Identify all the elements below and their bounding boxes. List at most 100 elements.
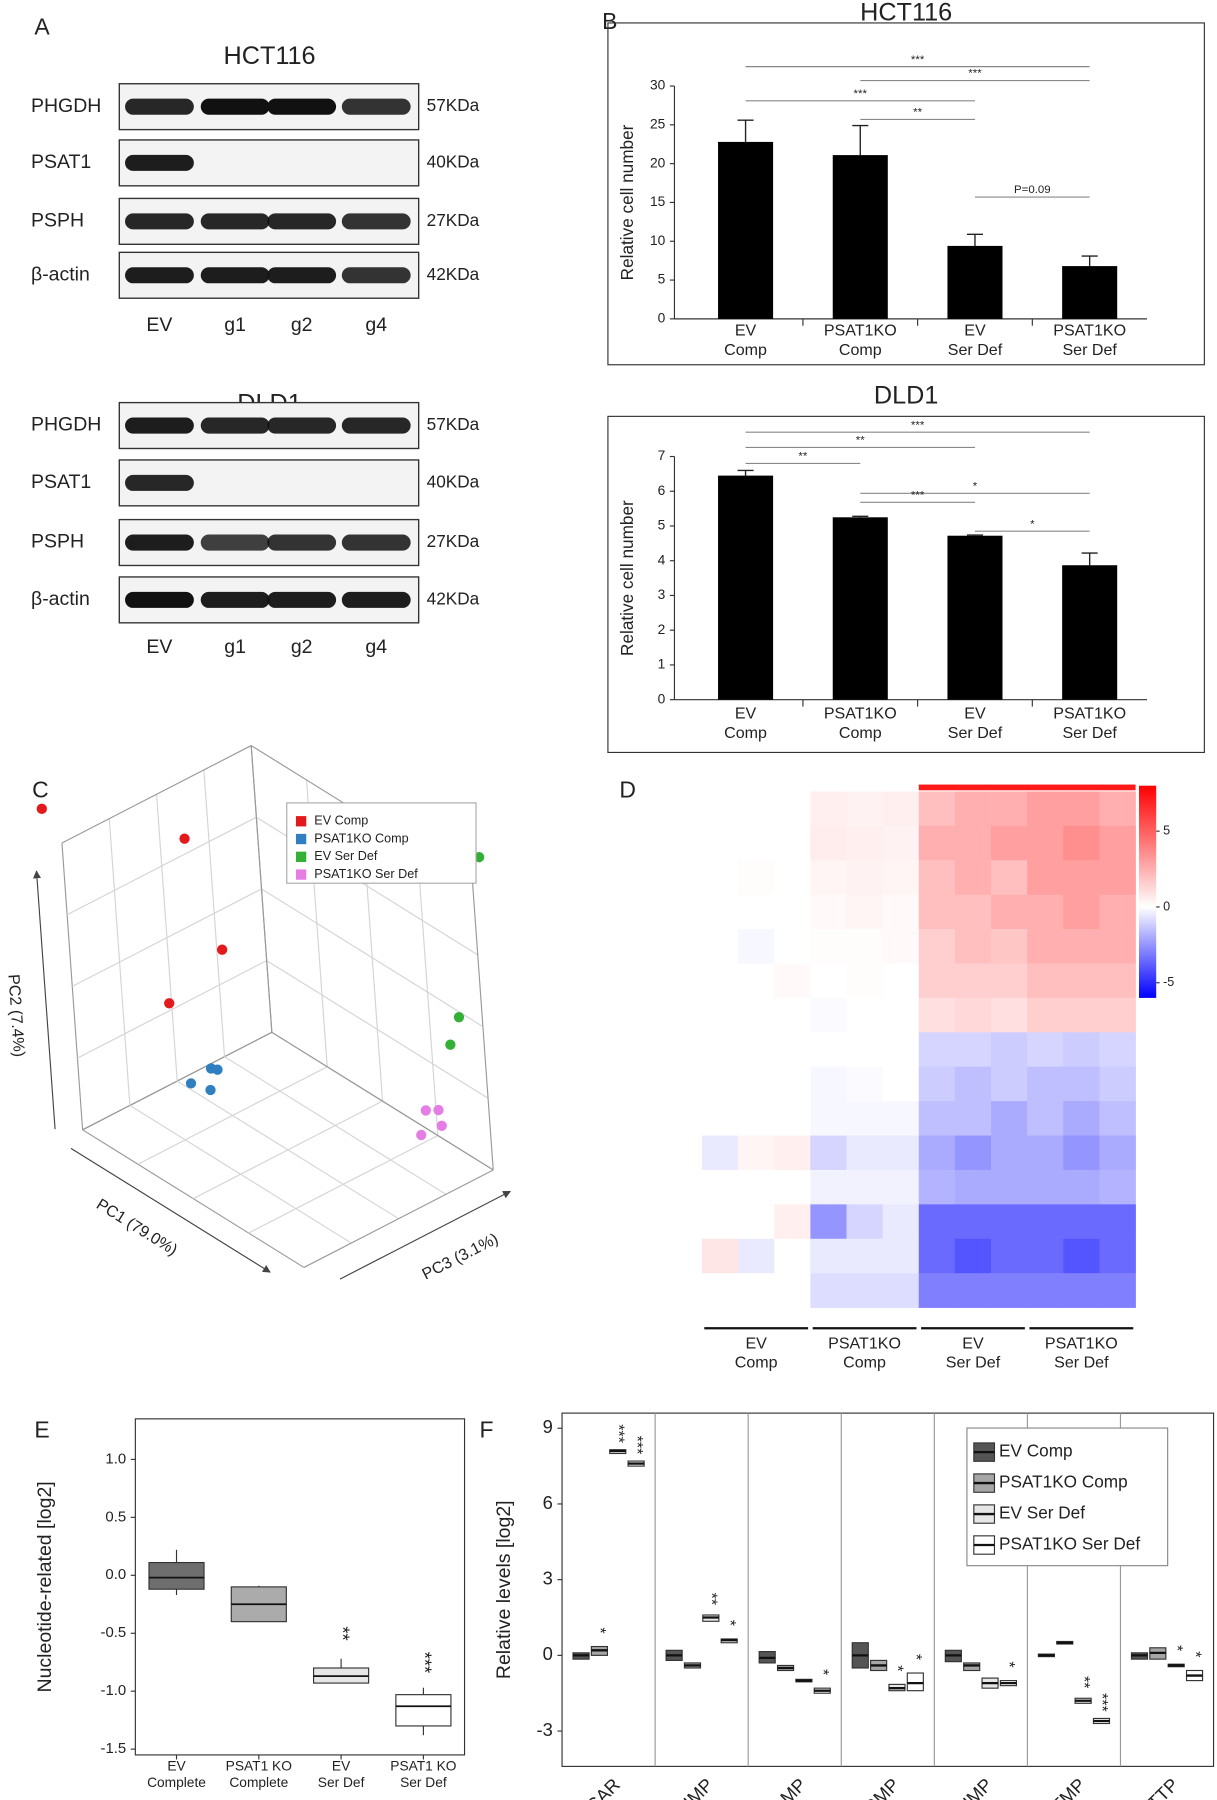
heatmap-cell (738, 825, 775, 861)
lane-label: g4 (365, 636, 387, 658)
heatmap-cell (991, 1273, 1028, 1308)
point (164, 998, 175, 1009)
panel-label: D (619, 776, 636, 802)
blot-band (200, 534, 270, 551)
heatmap-cell (918, 1273, 956, 1308)
heatmap-cell (738, 1135, 775, 1171)
point (205, 1084, 216, 1096)
text-line: PSAT1KO (824, 322, 897, 340)
heatmap-cell (954, 997, 992, 1033)
heatmap-cell (774, 1101, 811, 1136)
heatmap-cell (1099, 1101, 1136, 1136)
heatmap-cell (954, 929, 992, 964)
heatmap-cell (1099, 1135, 1136, 1171)
text-line: PSAT1 KO (226, 1758, 293, 1773)
heatmap-cell (846, 1032, 883, 1068)
heatmap-cell (1099, 1066, 1136, 1102)
lane-label: g2 (291, 314, 313, 336)
blot-band (125, 98, 194, 115)
heatmap-cell (846, 1135, 883, 1171)
lane-label: EV (146, 636, 172, 658)
heatmap-cell (701, 1273, 739, 1308)
y-tick-label: 0 (543, 1643, 553, 1664)
legend-label: EV Comp (999, 1441, 1073, 1461)
legend-label: PSAT1KO Comp (314, 831, 408, 845)
heatmap-cell (1027, 1032, 1064, 1068)
heatmap-cell (954, 1238, 992, 1274)
significance-label: *** (854, 88, 868, 100)
heatmap-cell (810, 1204, 847, 1240)
heatmap-cell (810, 860, 847, 896)
text-line: EV (735, 322, 757, 340)
heatmap-cell (810, 1238, 847, 1274)
heatmap-cell (882, 929, 920, 964)
top-annotation-bar (918, 784, 1136, 791)
size-label: 57KDa (427, 414, 480, 434)
heatmap-cell (918, 791, 956, 827)
heatmap-cell (1099, 1169, 1136, 1205)
legend-label: EV Comp (314, 814, 368, 828)
heatmap-cell (774, 894, 811, 930)
heatmap-cell (918, 997, 956, 1033)
y-tick-label: 6 (543, 1492, 553, 1513)
text-line: Ser Def (1062, 341, 1117, 359)
heatmap-cell (774, 1169, 811, 1205)
point (445, 1039, 456, 1050)
heatmap-cell (701, 997, 739, 1033)
heatmap-cell (954, 963, 992, 999)
heatmap-cell (701, 894, 739, 930)
bar (1062, 266, 1118, 319)
heatmap-cell (954, 791, 992, 827)
wall-grid (156, 794, 178, 1082)
heatmap-cell (1099, 963, 1136, 999)
heatmap-cell (1027, 825, 1064, 861)
heatmap-cell (774, 997, 811, 1033)
text-line: PSAT1KO (828, 1335, 901, 1353)
x-tick-label: PSAT1KO Comp (824, 322, 897, 359)
blot-band (341, 534, 411, 551)
heatmap-cell (810, 1169, 847, 1205)
heatmap-cell (810, 1273, 847, 1308)
y-tick-label: 6 (658, 483, 666, 498)
wall-grid (472, 883, 494, 1170)
blot-band (342, 155, 411, 171)
heatmap-cell (738, 1101, 775, 1136)
heatmap-cell (846, 963, 883, 999)
heatmap-cell (882, 894, 920, 930)
heatmap-cell (1063, 1066, 1100, 1102)
blot-band (267, 213, 337, 230)
significance-label: * (973, 480, 978, 492)
significance-label: *** (911, 419, 925, 431)
heatmap-cell (918, 963, 956, 999)
legend-box (966, 1427, 1169, 1567)
lane-label: EV (146, 314, 172, 336)
legend-label: EV Ser Def (999, 1503, 1085, 1523)
x-tick-label: PSAT1KO Comp (824, 705, 897, 742)
heatmap-cell (918, 1135, 956, 1171)
bar (718, 141, 774, 319)
text-line: Ser Def (318, 1775, 365, 1790)
size-label: 40KDa (427, 151, 480, 171)
heatmap-cell (991, 1135, 1028, 1171)
heatmap-cell (1027, 1066, 1064, 1102)
text-line: Comp (724, 724, 767, 742)
chart-frame (607, 22, 1205, 366)
heatmap-cell (918, 1066, 956, 1102)
heatmap-cell (846, 860, 883, 896)
axis-arrow (339, 1190, 512, 1280)
heatmap-cell (882, 825, 920, 861)
blot-band (341, 267, 411, 284)
y-tick-label: 9 (543, 1416, 553, 1437)
blot-band (200, 267, 270, 284)
heatmap-cell (846, 1273, 883, 1308)
box (395, 1694, 452, 1727)
panel-label: F (479, 1417, 493, 1443)
heatmap-cell (774, 1066, 811, 1102)
heatmap-cell (1063, 894, 1100, 930)
colorbar-tick-label: 0 (1163, 899, 1170, 913)
bar (718, 475, 774, 700)
significance-label: *** (968, 68, 982, 80)
point (416, 1129, 427, 1141)
heatmap-cell (1063, 791, 1100, 827)
blot-band (341, 417, 411, 434)
